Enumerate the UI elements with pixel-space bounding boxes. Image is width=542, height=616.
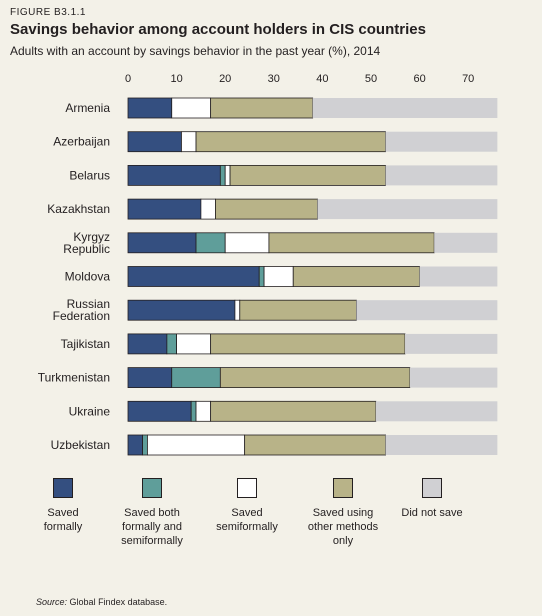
bar-segment bbox=[190, 400, 197, 422]
bar-segment bbox=[142, 434, 148, 456]
legend-item: Saved both formally and semiformally bbox=[102, 478, 202, 548]
bar-segment bbox=[312, 98, 498, 118]
x-tick-label: 40 bbox=[316, 73, 328, 85]
category-label: Belarus bbox=[69, 168, 110, 182]
x-tick-label: 70 bbox=[462, 73, 474, 85]
category-label: Kyrgyz Republic bbox=[63, 230, 110, 256]
bar-segment bbox=[292, 266, 420, 287]
bar-segment bbox=[375, 401, 498, 422]
category-label: Russian Federation bbox=[53, 297, 110, 323]
bar-segment bbox=[263, 266, 294, 287]
legend-label: Saved both formally and semiformally bbox=[121, 507, 183, 547]
bar-segment bbox=[171, 367, 221, 389]
bar-segment bbox=[434, 232, 498, 253]
figure-label: FIGURE B3.1.1 bbox=[10, 7, 86, 18]
bar-segment bbox=[317, 199, 498, 220]
bar-segment bbox=[268, 232, 435, 254]
bar-segment bbox=[210, 97, 314, 119]
bar-segment bbox=[244, 434, 386, 456]
bar-segment bbox=[127, 434, 143, 456]
bar-segment bbox=[210, 333, 406, 355]
legend-label: Saved using other methods only bbox=[307, 507, 379, 547]
bar-segment bbox=[195, 131, 386, 153]
bar-segment bbox=[258, 266, 265, 287]
source-prefix: Source: bbox=[36, 597, 68, 607]
bar-segment bbox=[127, 299, 236, 321]
bar-segment bbox=[127, 266, 260, 287]
bar-segment bbox=[176, 333, 212, 355]
legend-item: Saved semiformally bbox=[197, 478, 297, 534]
bar-segment bbox=[195, 400, 212, 422]
bar-segment bbox=[234, 299, 241, 321]
bar-segment bbox=[210, 400, 377, 422]
x-tick-label: 60 bbox=[413, 73, 425, 85]
bar-segment bbox=[166, 333, 178, 355]
bar-segment bbox=[219, 164, 226, 186]
category-label: Azerbaijan bbox=[53, 135, 110, 149]
bar-segment bbox=[409, 367, 498, 388]
x-tick-label: 50 bbox=[365, 73, 377, 85]
category-label: Moldova bbox=[65, 270, 111, 284]
legend-swatch bbox=[422, 478, 442, 498]
bar-segment bbox=[181, 131, 197, 153]
chart-title: Savings behavior among account holders i… bbox=[10, 21, 426, 38]
bar-segment bbox=[200, 198, 216, 220]
category-label: Turkmenistan bbox=[38, 371, 110, 385]
legend-swatch bbox=[333, 478, 353, 498]
bar-segment bbox=[385, 165, 498, 186]
bar-segment bbox=[215, 198, 318, 220]
bar-segment bbox=[385, 131, 498, 152]
x-tick-label: 20 bbox=[219, 73, 231, 85]
legend-item: Saved using other methods only bbox=[293, 478, 393, 548]
legend-item: Did not save bbox=[382, 478, 482, 520]
stacked-bar-chart: 0 10 20 30 40 50 60 70 Armenia Azerbaijan Belarus K… bbox=[38, 73, 498, 456]
bar-segment bbox=[239, 299, 357, 321]
x-tick-label: 0 bbox=[125, 73, 131, 85]
category-label: Tajikistan bbox=[61, 337, 110, 351]
x-tick-label: 30 bbox=[268, 73, 280, 85]
bar-segment bbox=[356, 300, 498, 321]
bar-segment bbox=[127, 367, 173, 389]
bar-segment bbox=[229, 164, 386, 186]
legend-swatch bbox=[53, 478, 73, 498]
bar-segment bbox=[127, 400, 192, 422]
bar-segment bbox=[171, 97, 212, 119]
legend-label: Saved semiformally bbox=[216, 507, 278, 533]
legend-swatch bbox=[237, 478, 257, 498]
legend-label: Did not save bbox=[401, 507, 463, 519]
legend-swatch bbox=[142, 478, 162, 498]
bar-segment bbox=[385, 435, 498, 455]
category-label: Kazakhstan bbox=[47, 202, 110, 216]
category-label: Armenia bbox=[65, 101, 110, 115]
x-tick-label: 10 bbox=[170, 73, 182, 85]
bar-segment bbox=[127, 131, 182, 153]
legend-label: Saved formally bbox=[43, 507, 83, 533]
category-label: Uzbekistan bbox=[51, 438, 110, 452]
bar-segment bbox=[195, 232, 226, 254]
bar-segment bbox=[127, 164, 221, 186]
bar-segment bbox=[127, 198, 202, 220]
legend-item: Saved formally bbox=[13, 478, 113, 534]
bar-segment bbox=[219, 367, 411, 389]
bar-segment bbox=[127, 232, 197, 254]
bar-segment bbox=[147, 434, 246, 456]
bar-segment bbox=[127, 97, 173, 119]
category-label: Ukraine bbox=[69, 404, 111, 418]
bar-segment bbox=[405, 333, 498, 354]
bar-segment bbox=[127, 333, 168, 355]
chart-legend: Saved formally Saved both formally and se… bbox=[0, 478, 542, 568]
bar-segment bbox=[224, 232, 270, 254]
source-note: Source: Global Findex database. bbox=[36, 597, 167, 607]
source-text: Global Findex database. bbox=[69, 597, 168, 607]
chart-subtitle: Adults with an account by savings behavi… bbox=[10, 44, 381, 58]
bar-segment bbox=[224, 164, 231, 186]
bar-segment bbox=[419, 266, 498, 287]
